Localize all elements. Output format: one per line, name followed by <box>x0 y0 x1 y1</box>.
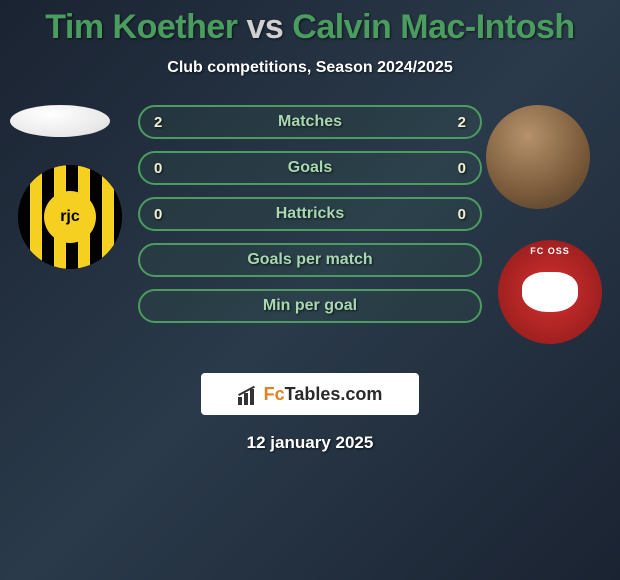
player2-club-badge: FC OSS <box>498 240 602 344</box>
comparison-title: Tim Koether vs Calvin Mac-Intosh <box>0 0 620 47</box>
stat-right-value: 2 <box>458 114 466 131</box>
stat-right-value: 0 <box>458 206 466 223</box>
stat-left-value: 0 <box>154 206 162 223</box>
stat-row-goals: 0 Goals 0 <box>138 151 482 185</box>
brand-chart-icon <box>238 383 260 405</box>
vs-text: vs <box>246 8 283 46</box>
stat-left-value: 2 <box>154 114 162 131</box>
player2-club-abbrev: FC OSS <box>498 246 602 256</box>
brand-suffix: Tables.com <box>285 384 383 404</box>
subtitle: Club competitions, Season 2024/2025 <box>0 59 620 77</box>
stat-row-hattricks: 0 Hattricks 0 <box>138 197 482 231</box>
player2-avatar <box>486 105 590 209</box>
stat-bars: 2 Matches 2 0 Goals 0 0 Hattricks 0 Goal… <box>138 105 482 335</box>
stat-row-matches: 2 Matches 2 <box>138 105 482 139</box>
snapshot-date: 12 january 2025 <box>0 433 620 453</box>
player1-club-badge: rjc <box>18 165 122 269</box>
stat-label: Matches <box>278 113 342 131</box>
player2-name: Calvin Mac-Intosh <box>292 8 574 46</box>
stat-right-value: 0 <box>458 160 466 177</box>
brand-prefix: Fc <box>264 384 285 404</box>
comparison-body: rjc FC OSS 2 Matches 2 0 Goals 0 0 Hattr… <box>0 105 620 365</box>
stat-label: Goals <box>288 159 332 177</box>
brand-text: FcTables.com <box>264 384 383 405</box>
player1-avatar <box>10 105 110 137</box>
player1-club-abbrev: rjc <box>44 191 96 243</box>
player1-name: Tim Koether <box>45 8 237 46</box>
stat-label: Goals per match <box>247 251 372 269</box>
stat-row-min-per-goal: Min per goal <box>138 289 482 323</box>
brand-watermark: FcTables.com <box>201 373 419 415</box>
stat-label: Hattricks <box>276 205 344 223</box>
stat-row-goals-per-match: Goals per match <box>138 243 482 277</box>
stat-label: Min per goal <box>263 297 357 315</box>
stat-left-value: 0 <box>154 160 162 177</box>
